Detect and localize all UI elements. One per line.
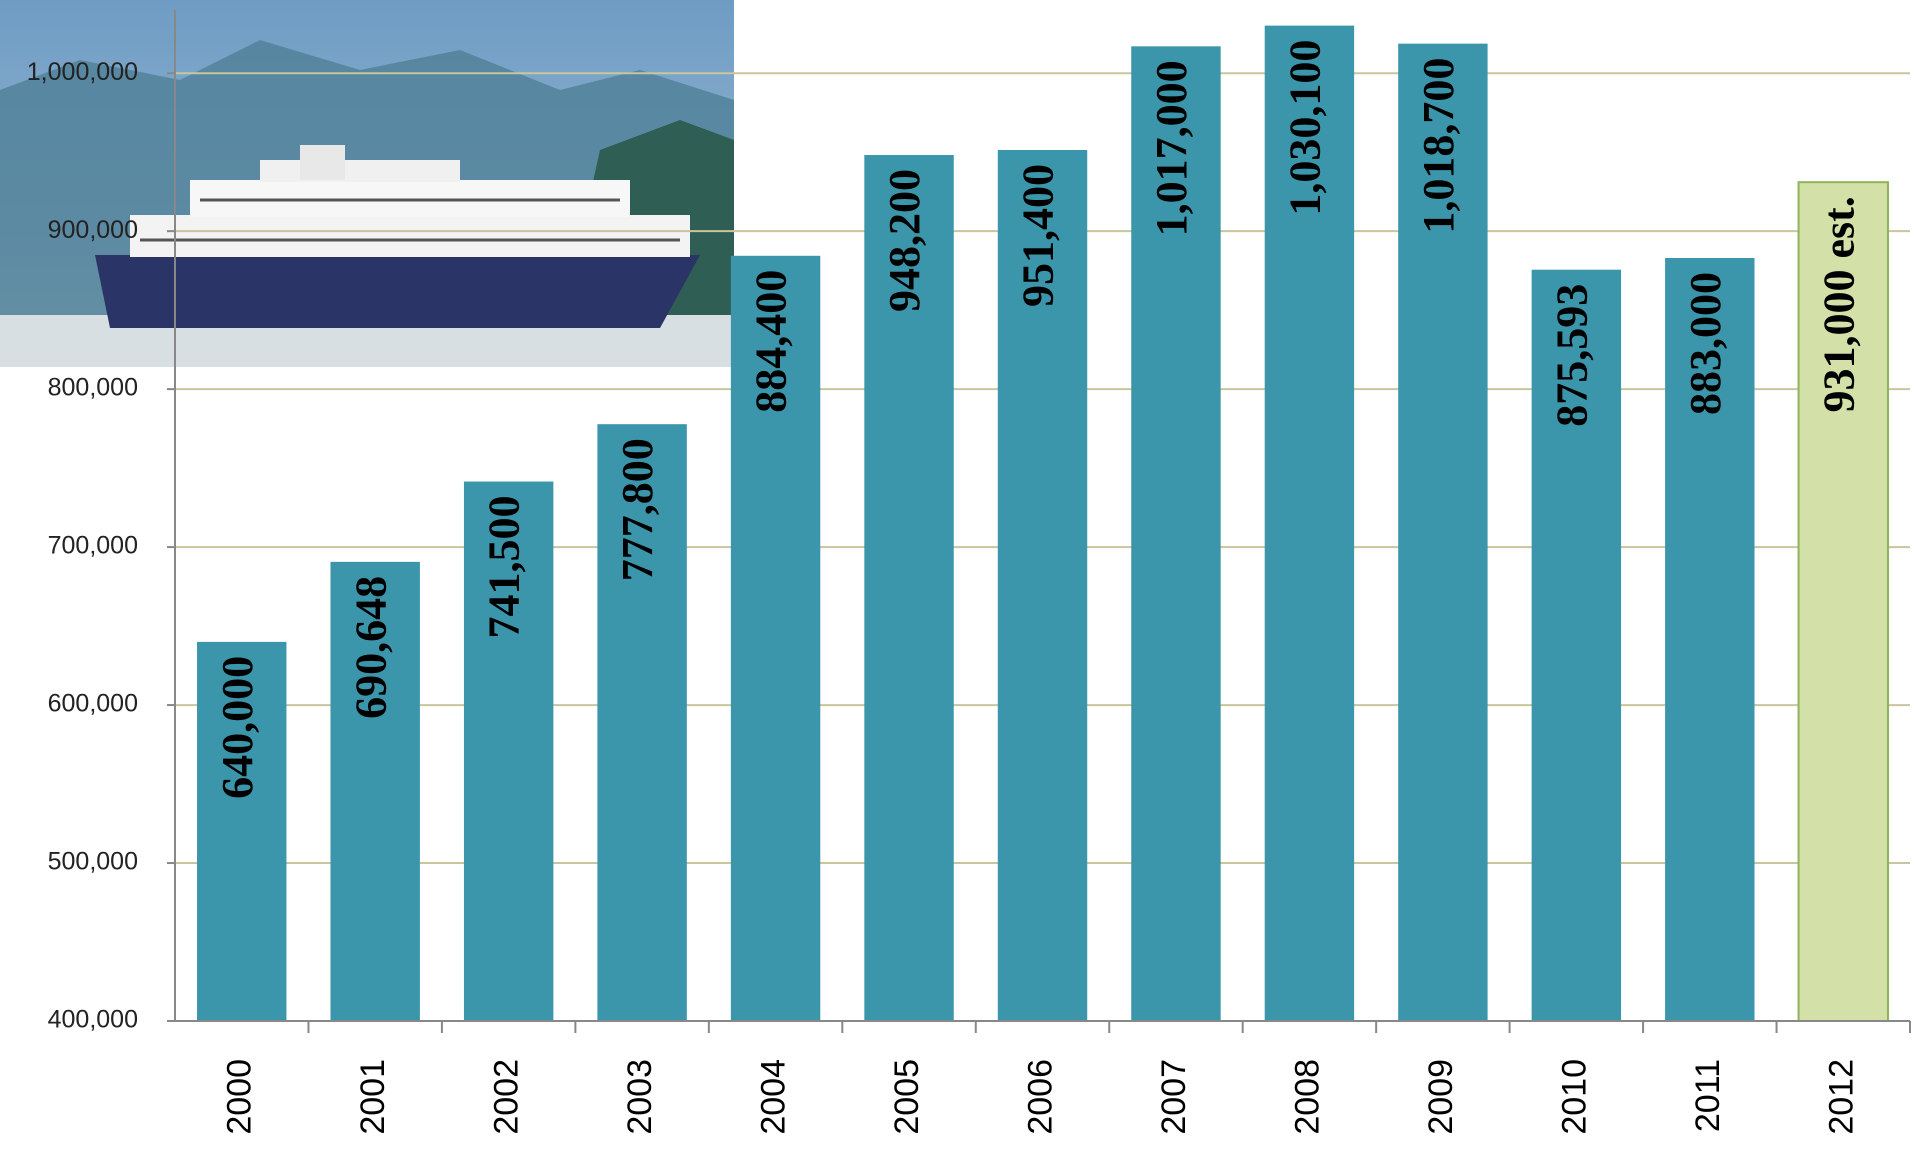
y-tick-label: 700,000 — [48, 532, 138, 560]
value-label: 1,017,000 — [1147, 60, 1196, 236]
value-label: 741,500 — [480, 496, 529, 639]
value-label: 951,400 — [1014, 164, 1063, 307]
value-label: 777,800 — [613, 438, 662, 581]
x-tick-label: 2000 — [221, 1059, 259, 1135]
value-label: 1,018,700 — [1414, 58, 1463, 234]
value-label: 1,030,100 — [1281, 40, 1330, 216]
value-label: 931,000 est. — [1814, 196, 1863, 412]
value-label: 875,593 — [1547, 284, 1596, 427]
y-tick-label: 900,000 — [48, 216, 138, 244]
photo — [0, 0, 734, 367]
y-tick-label: 1,000,000 — [27, 58, 138, 86]
value-label: 883,000 — [1681, 272, 1730, 415]
y-tick-label: 600,000 — [48, 690, 138, 718]
value-label: 640,000 — [213, 656, 262, 799]
bar — [730, 255, 821, 1021]
bar — [1131, 46, 1221, 1021]
bar — [1665, 258, 1755, 1021]
x-tick-label: 2009 — [1422, 1059, 1460, 1135]
x-tick-label: 2011 — [1689, 1059, 1727, 1132]
value-label: 948,200 — [880, 169, 929, 312]
x-tick-label: 2004 — [755, 1059, 793, 1135]
y-tick-label: 500,000 — [48, 848, 138, 876]
bar — [1531, 269, 1622, 1021]
x-tick-label: 2002 — [488, 1059, 526, 1135]
value-label: 690,648 — [346, 576, 395, 719]
bar — [197, 641, 287, 1021]
x-tick-label: 2006 — [1021, 1059, 1059, 1135]
y-tick-label: 800,000 — [48, 374, 138, 402]
x-tick-label: 2003 — [621, 1059, 659, 1135]
bar — [864, 155, 954, 1021]
value-label: 884,400 — [747, 270, 796, 413]
bar — [1797, 181, 1889, 1023]
x-tick-label: 2005 — [888, 1059, 926, 1135]
x-tick-label: 2001 — [354, 1059, 392, 1135]
bar — [463, 481, 554, 1021]
bar — [1398, 43, 1488, 1022]
bar — [1264, 25, 1355, 1021]
bar — [997, 149, 1088, 1021]
x-tick-label: 2012 — [1822, 1059, 1860, 1135]
x-tick-label: 2007 — [1155, 1059, 1193, 1135]
x-tick-label: 2008 — [1288, 1059, 1326, 1135]
bar — [597, 424, 687, 1021]
bar — [330, 561, 420, 1021]
y-tick-label: 400,000 — [48, 1006, 138, 1034]
x-tick-label: 2010 — [1555, 1059, 1593, 1135]
